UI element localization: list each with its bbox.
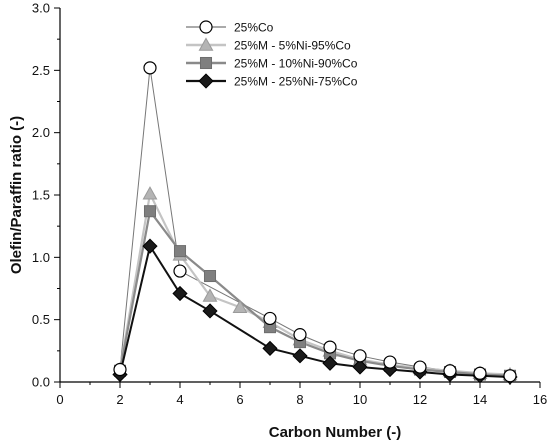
legend-label: 25%Co <box>234 21 274 35</box>
x-tick-label: 16 <box>533 392 547 407</box>
data-point <box>473 366 487 380</box>
series-line <box>119 67 511 377</box>
data-point <box>262 340 278 356</box>
legend-label: 25%M - 5%Ni-95%Co <box>234 39 351 53</box>
data-point <box>352 359 368 375</box>
series-1 <box>119 67 511 377</box>
y-tick-label: 0.5 <box>32 312 50 327</box>
y-tick-label: 0.0 <box>32 375 50 390</box>
y-tick-label: 3.0 <box>32 1 50 16</box>
x-tick-label: 2 <box>116 392 123 407</box>
data-point <box>323 340 337 354</box>
data-point <box>292 348 308 364</box>
series-markers-1 <box>113 61 517 383</box>
data-point <box>263 311 277 326</box>
data-point <box>143 205 157 218</box>
data-point <box>142 186 158 200</box>
legend-label: 25%M - 25%Ni-75%Co <box>234 75 358 89</box>
x-axis-title: Carbon Number (-) <box>269 424 402 441</box>
legend-marker <box>199 20 213 34</box>
legend-label: 25%M - 10%Ni-90%Co <box>234 57 358 71</box>
x-tick-label: 6 <box>236 392 243 407</box>
y-tick-label: 2.5 <box>32 63 50 78</box>
data-point <box>382 361 398 378</box>
data-point <box>353 349 367 363</box>
x-tick-label: 0 <box>56 392 63 407</box>
y-tick-label: 2.0 <box>32 125 50 140</box>
data-point <box>202 288 218 302</box>
data-point <box>172 285 188 302</box>
data-point <box>383 355 397 369</box>
y-tick-label: 1.0 <box>32 250 50 265</box>
data-point <box>142 238 158 254</box>
series-markers-4 <box>112 238 518 385</box>
data-point <box>173 264 187 278</box>
x-tick-label: 14 <box>473 392 487 407</box>
data-point <box>443 364 457 378</box>
x-tick-label: 8 <box>296 392 303 407</box>
data-point <box>322 355 338 371</box>
data-point <box>113 362 127 377</box>
x-tick-label: 10 <box>353 392 367 407</box>
data-point <box>202 303 218 319</box>
legend: 25%Co 25%M - 5%Ni-95%Co 25%M - 10%Ni-90%Co… <box>186 20 358 89</box>
data-point <box>503 369 517 383</box>
y-axis-title: Olefin/Paraffin ratio (-) <box>8 116 25 274</box>
data-point <box>203 270 217 283</box>
legend-marker <box>198 37 214 51</box>
legend-marker <box>198 73 214 89</box>
data-point <box>173 245 187 258</box>
data-point <box>293 328 307 342</box>
data-point <box>413 360 427 374</box>
y-tick-label: 1.5 <box>32 188 50 203</box>
x-tick-label: 12 <box>413 392 427 407</box>
data-point <box>232 299 248 313</box>
x-tick-label: 4 <box>176 392 183 407</box>
data-point <box>143 61 157 75</box>
legend-marker <box>199 56 213 70</box>
